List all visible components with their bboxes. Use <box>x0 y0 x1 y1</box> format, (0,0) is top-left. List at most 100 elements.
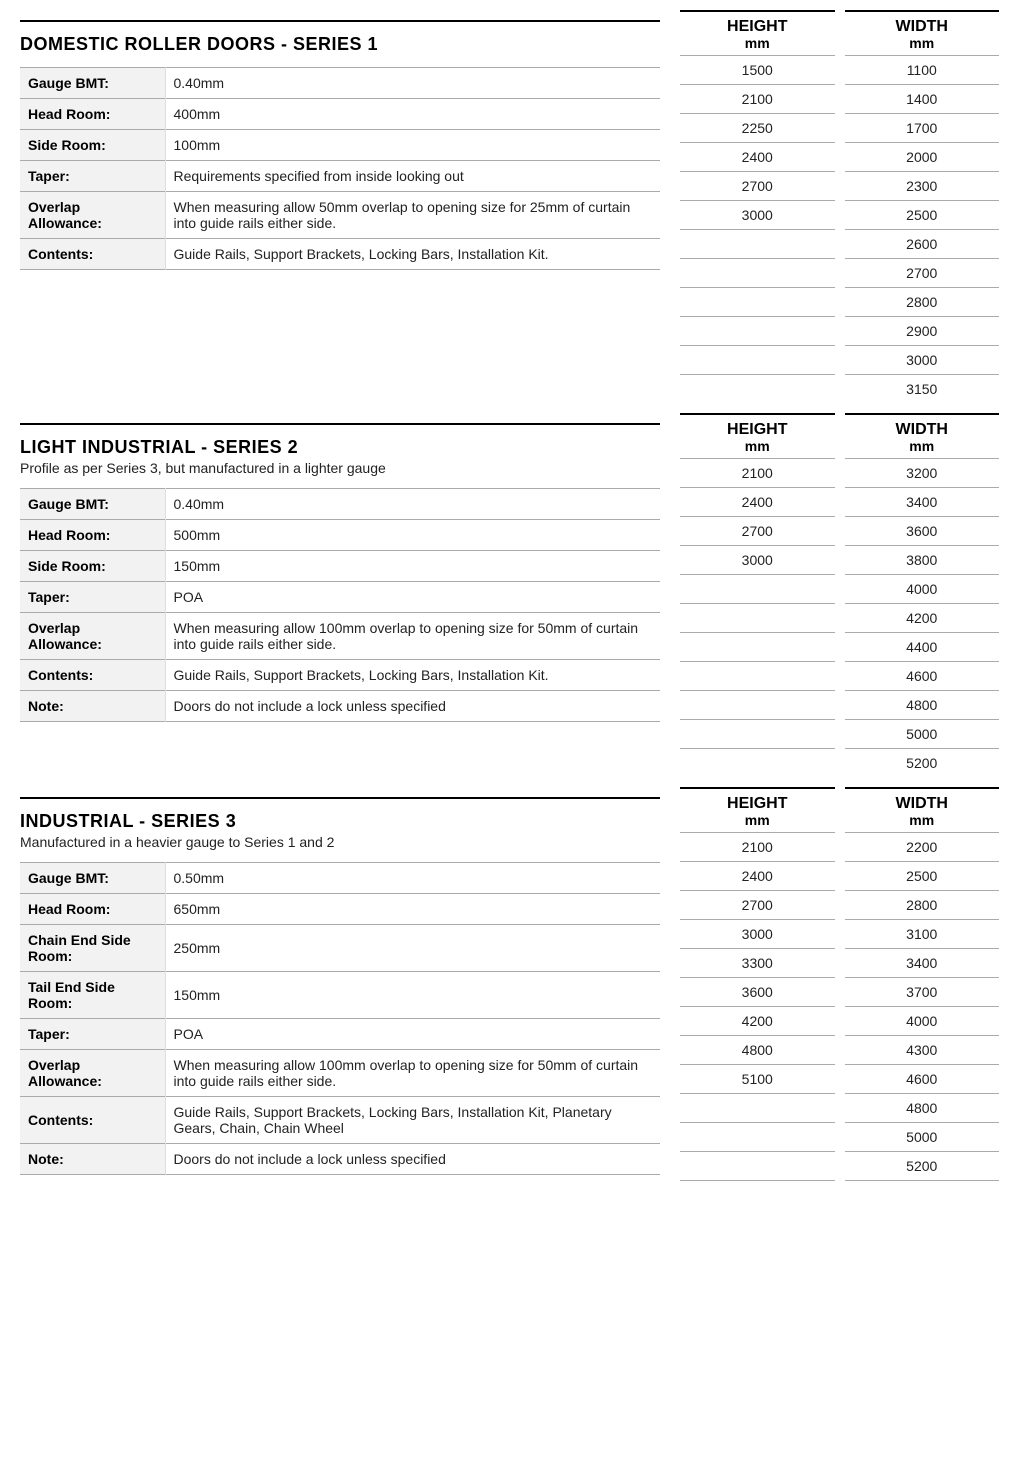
width-cell: 2600 <box>845 229 1000 258</box>
spec-row: Tail End Side Room:150mm <box>20 971 660 1018</box>
height-header: HEIGHTmm <box>680 10 835 55</box>
series-section: DOMESTIC ROLLER DOORS - SERIES 1 Gauge BM… <box>20 10 999 403</box>
spec-label: Gauge BMT: <box>20 862 165 893</box>
spec-value: Guide Rails, Support Brackets, Locking B… <box>165 659 660 690</box>
series-title: INDUSTRIAL - SERIES 3 <box>20 811 660 832</box>
series-subtitle: Profile as per Series 3, but manufacture… <box>20 460 660 476</box>
height-cell: 5100 <box>680 1064 835 1093</box>
width-cell: 3150 <box>845 374 1000 403</box>
height-cell <box>680 287 835 316</box>
height-cell: 3000 <box>680 200 835 229</box>
width-cell: 2300 <box>845 171 1000 200</box>
width-column: WIDTHmm220025002800310034003700400043004… <box>845 787 1000 1209</box>
spec-label: Gauge BMT: <box>20 68 165 99</box>
width-cell: 4800 <box>845 1093 1000 1122</box>
width-cell: 4600 <box>845 661 1000 690</box>
height-cell: 2400 <box>680 487 835 516</box>
height-cell <box>680 229 835 258</box>
spec-column: INDUSTRIAL - SERIES 3 Manufactured in a h… <box>20 787 660 1209</box>
spec-row: Contents:Guide Rails, Support Brackets, … <box>20 1096 660 1143</box>
spec-value: 400mm <box>165 99 660 130</box>
height-cell: 2400 <box>680 142 835 171</box>
series-subtitle: Manufactured in a heavier gauge to Serie… <box>20 834 660 850</box>
height-cell: 2700 <box>680 516 835 545</box>
width-cell: 4300 <box>845 1035 1000 1064</box>
width-cell: 3200 <box>845 458 1000 487</box>
spec-label: Head Room: <box>20 893 165 924</box>
height-cell: 4800 <box>680 1035 835 1064</box>
spec-label: Contents: <box>20 659 165 690</box>
series-header: DOMESTIC ROLLER DOORS - SERIES 1 <box>20 20 660 61</box>
width-cell: 4000 <box>845 1006 1000 1035</box>
spec-row: Side Room:100mm <box>20 130 660 161</box>
size-columns: HEIGHTmm21002400270030003300360042004800… <box>680 787 999 1209</box>
height-cell <box>680 345 835 374</box>
width-cell: 5000 <box>845 1122 1000 1151</box>
width-cell: 3400 <box>845 487 1000 516</box>
width-cell: 2800 <box>845 890 1000 919</box>
spec-label: Overlap Allowance: <box>20 612 165 659</box>
height-column: HEIGHTmm2100240027003000 <box>680 413 835 777</box>
height-cell <box>680 1093 835 1122</box>
spec-column: LIGHT INDUSTRIAL - SERIES 2Profile as pe… <box>20 413 660 777</box>
height-cell: 2100 <box>680 84 835 113</box>
height-cell: 2100 <box>680 458 835 487</box>
spec-value: When measuring allow 50mm overlap to ope… <box>165 192 660 239</box>
document-root: DOMESTIC ROLLER DOORS - SERIES 1 Gauge BM… <box>20 10 999 1209</box>
height-cell: 2700 <box>680 890 835 919</box>
spec-label: Taper: <box>20 1018 165 1049</box>
height-cell: 1500 <box>680 55 835 84</box>
series-title: DOMESTIC ROLLER DOORS - SERIES 1 <box>20 34 660 55</box>
height-column: HEIGHTmm150021002250240027003000 <box>680 10 835 403</box>
size-columns: HEIGHTmm2100240027003000 WIDTHmm32003400… <box>680 413 999 777</box>
width-cell: 5000 <box>845 719 1000 748</box>
spec-value: Requirements specified from inside looki… <box>165 161 660 192</box>
width-column: WIDTHmm320034003600380040004200440046004… <box>845 413 1000 777</box>
height-cell <box>680 748 835 777</box>
width-cell: 1100 <box>845 55 1000 84</box>
spec-label: Note: <box>20 690 165 721</box>
height-cell <box>680 1122 835 1151</box>
height-column: HEIGHTmm21002400270030003300360042004800… <box>680 787 835 1209</box>
spec-row: Taper:POA <box>20 1018 660 1049</box>
width-cell: 1400 <box>845 84 1000 113</box>
height-cell: 2100 <box>680 832 835 861</box>
spec-value: 100mm <box>165 130 660 161</box>
spec-table: Gauge BMT:0.40mmHead Room:500mmSide Room… <box>20 488 660 722</box>
height-header: HEIGHTmm <box>680 787 835 832</box>
width-cell: 4000 <box>845 574 1000 603</box>
spec-row: Side Room:150mm <box>20 550 660 581</box>
width-cell: 3700 <box>845 977 1000 1006</box>
spec-label: Overlap Allowance: <box>20 1049 165 1096</box>
spec-row: Contents:Guide Rails, Support Brackets, … <box>20 659 660 690</box>
spec-label: Side Room: <box>20 550 165 581</box>
spec-value: POA <box>165 581 660 612</box>
height-cell: 2400 <box>680 861 835 890</box>
width-cell: 2500 <box>845 861 1000 890</box>
width-cell: 5200 <box>845 1151 1000 1180</box>
spec-label: Chain End Side Room: <box>20 924 165 971</box>
width-cell: 3100 <box>845 919 1000 948</box>
spec-value: 150mm <box>165 550 660 581</box>
width-cell: 2800 <box>845 287 1000 316</box>
spec-value: 0.40mm <box>165 68 660 99</box>
spec-row: Overlap Allowance:When measuring allow 1… <box>20 1049 660 1096</box>
height-cell <box>680 258 835 287</box>
series-section: INDUSTRIAL - SERIES 3 Manufactured in a h… <box>20 787 999 1209</box>
spec-label: Note: <box>20 1143 165 1174</box>
series-header: LIGHT INDUSTRIAL - SERIES 2Profile as pe… <box>20 423 660 482</box>
spec-table: Gauge BMT:0.40mmHead Room:400mmSide Room… <box>20 67 660 270</box>
spec-value: 250mm <box>165 924 660 971</box>
height-cell <box>680 1151 835 1180</box>
height-cell <box>680 603 835 632</box>
spec-value: 650mm <box>165 893 660 924</box>
spec-row: Overlap Allowance:When measuring allow 1… <box>20 612 660 659</box>
height-cell <box>680 719 835 748</box>
size-columns: HEIGHTmm150021002250240027003000 WIDTHmm… <box>680 10 999 403</box>
width-cell: 3000 <box>845 345 1000 374</box>
spec-row: Taper:POA <box>20 581 660 612</box>
width-cell: 4600 <box>845 1064 1000 1093</box>
height-cell: 4200 <box>680 1006 835 1035</box>
spec-row: Head Room:650mm <box>20 893 660 924</box>
width-header: WIDTHmm <box>845 10 1000 55</box>
